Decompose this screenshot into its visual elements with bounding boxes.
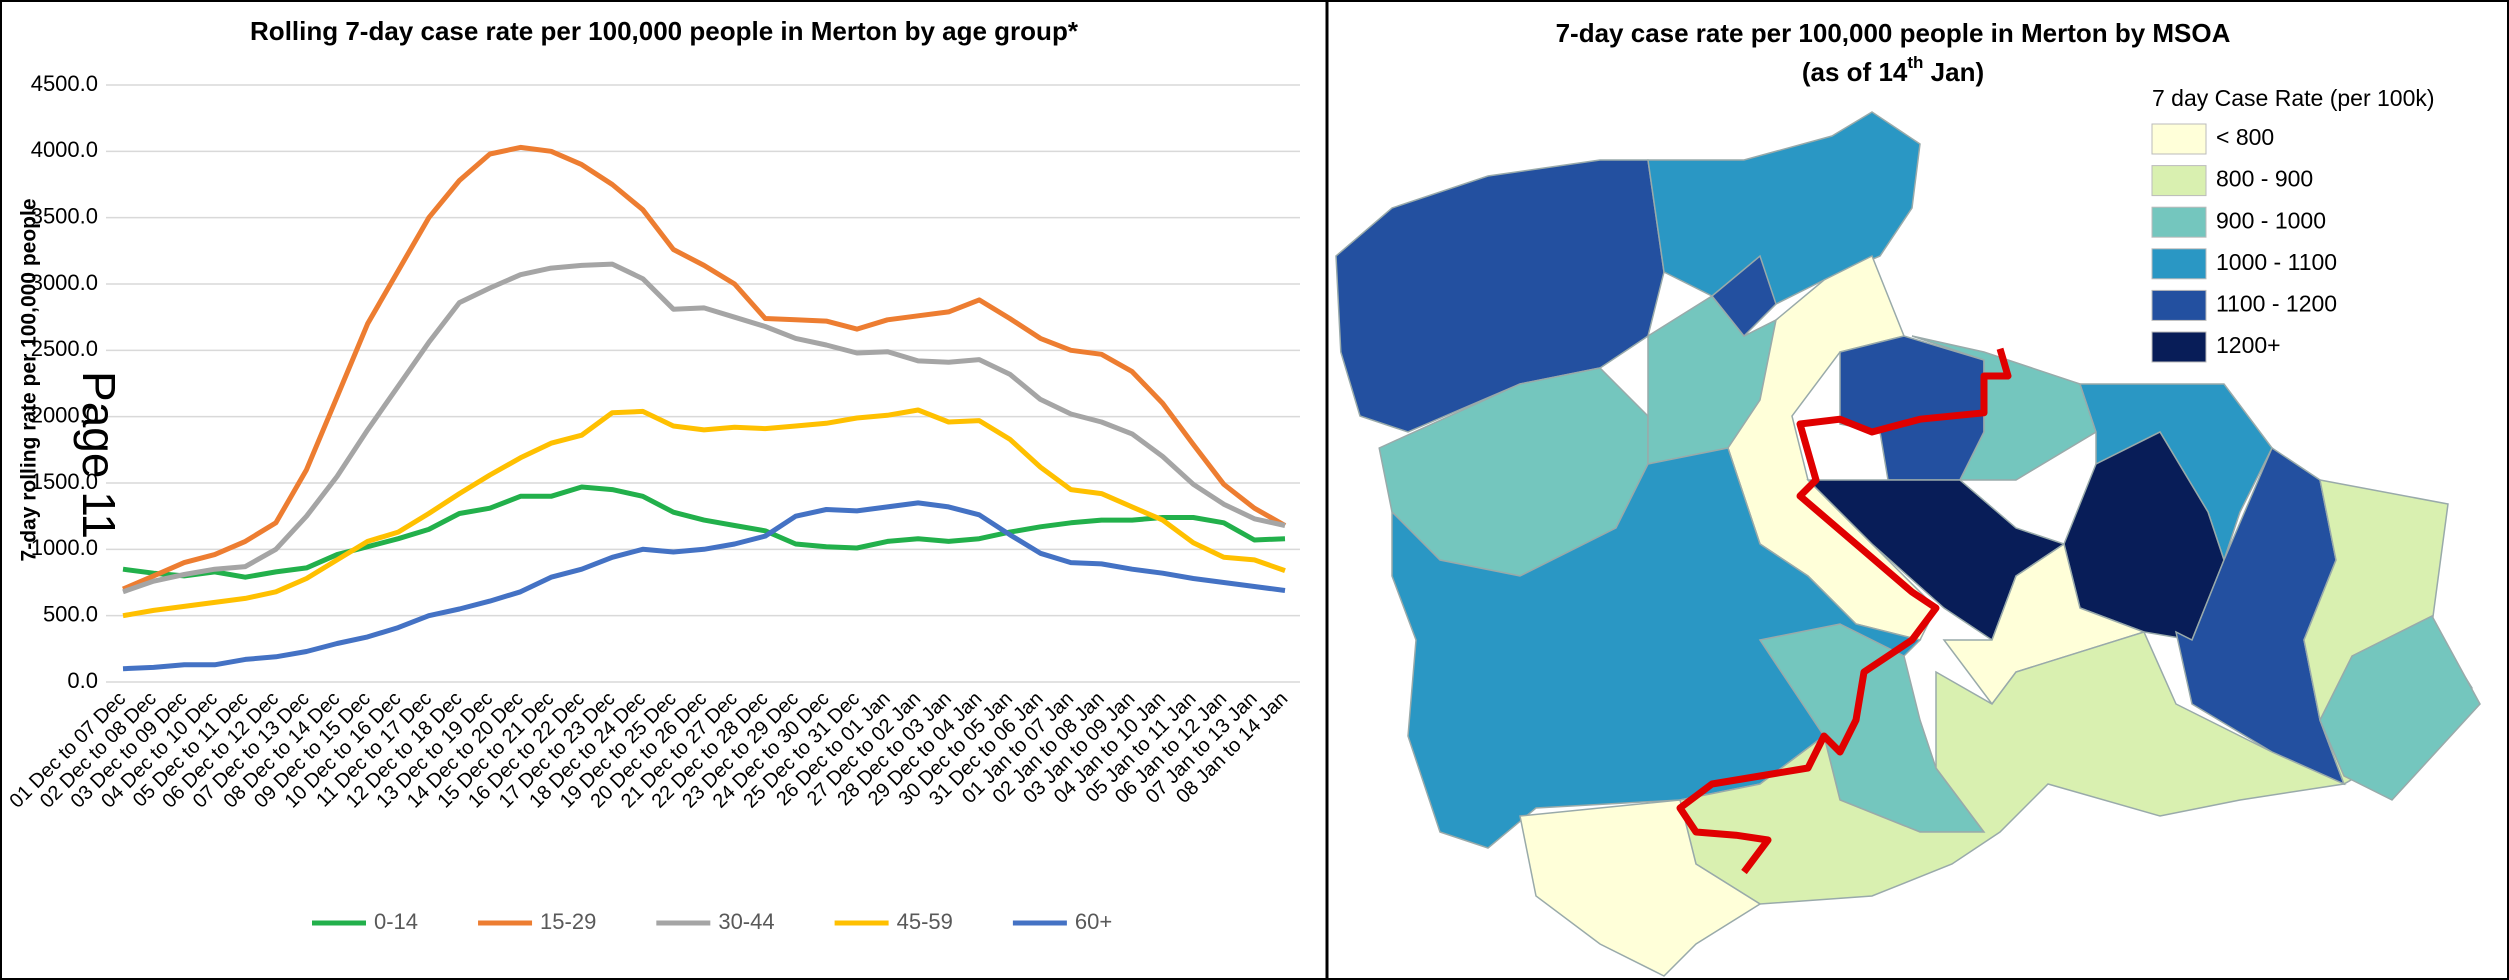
map-subtitle: (as of 14th Jan) — [1802, 53, 1984, 86]
series-line — [122, 261, 1286, 595]
legend-label: 900 - 1000 — [2216, 207, 2326, 233]
legend-label: 45-59 — [897, 909, 953, 934]
y-tick-label: 1000.0 — [31, 535, 98, 560]
y-tick-label: 4500.0 — [31, 71, 98, 96]
map-legend: < 800 800 - 900 900 - 1000 1000 - 1100 1100 … — [2151, 123, 2337, 363]
map-legend-title: 7 day Case Rate (per 100k) — [2152, 85, 2435, 111]
y-tick-label: 500.0 — [43, 601, 98, 626]
series-line — [122, 484, 1286, 580]
chart-title: Rolling 7-day case rate per 100,000 peop… — [250, 16, 1079, 46]
subtitle-part: Jan) — [1923, 57, 1984, 87]
series-line — [122, 407, 1286, 619]
legend-label: 1000 - 1100 — [2216, 249, 2337, 275]
msoa-area — [1839, 335, 1985, 481]
legend-swatch — [2151, 289, 2207, 321]
y-tick-label: 3000.0 — [31, 270, 98, 295]
legend-swatch — [2151, 331, 2207, 363]
legend-swatch — [2151, 206, 2207, 238]
legend-label: 60+ — [1075, 909, 1112, 934]
boundary-line — [1676, 347, 2012, 875]
y-tick-label: 2000.0 — [31, 402, 98, 427]
legend-label: 30-44 — [718, 909, 774, 934]
subtitle-sup: th — [1907, 53, 1923, 72]
legend-label: 800 - 900 — [2216, 166, 2313, 192]
y-tick-label: 1500.0 — [31, 469, 98, 494]
map-title: 7-day case rate per 100,000 people in Me… — [1556, 18, 2231, 48]
series-line — [122, 144, 1287, 592]
y-tick-label: 0.0 — [67, 668, 98, 693]
y-tick-label: 3500.0 — [31, 203, 98, 228]
legend: 0-14 15-29 30-44 45-59 60+ — [312, 909, 1112, 934]
y-tick-label: 4000.0 — [31, 137, 98, 162]
msoa-area — [1647, 111, 1921, 305]
y-tick-label: 2500.0 — [31, 336, 98, 361]
subtitle-part: (as of 14 — [1802, 57, 1908, 87]
plot-area: 0.0 500.0 1000.0 1500.0 2000.0 2500.0 3000.0 35… — [5, 71, 1300, 813]
legend-swatch — [2151, 165, 2207, 197]
legend-label: < 800 — [2216, 124, 2274, 150]
y-axis-label: 7-day rolling rate per 100,000 people — [18, 199, 41, 562]
legend-label: 0-14 — [374, 909, 418, 934]
msoa-area — [2319, 615, 2481, 801]
legend-swatch — [2151, 248, 2207, 280]
watermark: Page 11 — [73, 371, 125, 539]
legend-swatch — [2151, 123, 2207, 155]
msoa-area — [1710, 254, 1777, 338]
legend-label: 1200+ — [2216, 332, 2281, 358]
legend-label: 15-29 — [540, 909, 596, 934]
map — [1335, 111, 2481, 977]
series-line — [122, 500, 1286, 672]
msoa-area — [1679, 631, 2347, 905]
legend-label: 1100 - 1200 — [2216, 290, 2337, 316]
